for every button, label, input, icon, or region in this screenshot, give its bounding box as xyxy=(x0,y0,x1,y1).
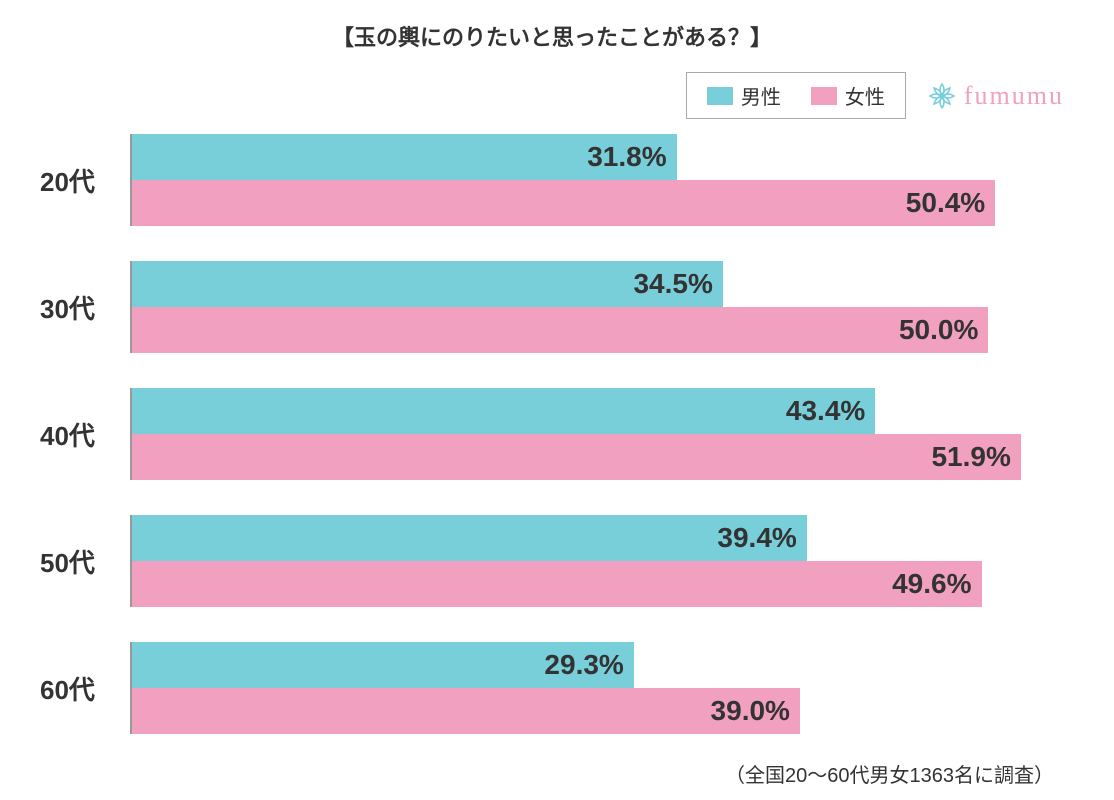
bar: 43.4% xyxy=(132,388,875,434)
legend-item-male: 男性 xyxy=(707,81,781,110)
bar-row: 31.8% xyxy=(132,134,1074,180)
bar-value-label: 39.0% xyxy=(711,695,790,727)
category-label: 50代 xyxy=(40,543,130,580)
legend-label-male: 男性 xyxy=(741,81,781,110)
bar-row: 43.4% xyxy=(132,388,1074,434)
bar-pair: 29.3% 39.0% xyxy=(130,642,1074,734)
bar: 50.0% xyxy=(132,307,988,353)
bar: 39.0% xyxy=(132,688,800,734)
header-row: 男性 女性 fumumu xyxy=(30,72,1074,119)
brand: fumumu xyxy=(926,80,1064,112)
bar-row: 29.3% xyxy=(132,642,1074,688)
bar: 49.6% xyxy=(132,561,982,607)
category-label: 20代 xyxy=(40,162,130,199)
legend-swatch-male xyxy=(707,87,733,105)
bar-row: 51.9% xyxy=(132,434,1074,480)
bar-chart: 20代 31.8% 50.4% 30代 34.5% 50.0% 40代 43.4% 51.9% 5… xyxy=(40,134,1074,734)
bar-value-label: 39.4% xyxy=(717,522,796,554)
bar-group: 30代 34.5% 50.0% xyxy=(40,261,1074,353)
bar-group: 60代 29.3% 39.0% xyxy=(40,642,1074,734)
bar-row: 50.4% xyxy=(132,180,1074,226)
bar-value-label: 50.4% xyxy=(906,187,985,219)
bar-value-label: 43.4% xyxy=(786,395,865,427)
bar-value-label: 31.8% xyxy=(587,141,666,173)
legend-label-female: 女性 xyxy=(845,81,885,110)
bar-group: 20代 31.8% 50.4% xyxy=(40,134,1074,226)
bar: 39.4% xyxy=(132,515,807,561)
bar: 34.5% xyxy=(132,261,723,307)
bar-value-label: 29.3% xyxy=(544,649,623,681)
bar: 51.9% xyxy=(132,434,1021,480)
legend-item-female: 女性 xyxy=(811,81,885,110)
bar: 31.8% xyxy=(132,134,677,180)
bar-row: 39.0% xyxy=(132,688,1074,734)
bar-group: 40代 43.4% 51.9% xyxy=(40,388,1074,480)
bar-pair: 39.4% 49.6% xyxy=(130,515,1074,607)
bar-row: 49.6% xyxy=(132,561,1074,607)
bar: 50.4% xyxy=(132,180,995,226)
bar-pair: 43.4% 51.9% xyxy=(130,388,1074,480)
bar-pair: 34.5% 50.0% xyxy=(130,261,1074,353)
brand-flower-icon xyxy=(926,80,958,112)
bar: 29.3% xyxy=(132,642,634,688)
bar-row: 34.5% xyxy=(132,261,1074,307)
bar-group: 50代 39.4% 49.6% xyxy=(40,515,1074,607)
bar-value-label: 49.6% xyxy=(892,568,971,600)
bar-value-label: 34.5% xyxy=(633,268,712,300)
bar-value-label: 50.0% xyxy=(899,314,978,346)
bar-row: 39.4% xyxy=(132,515,1074,561)
brand-name: fumumu xyxy=(964,81,1064,111)
category-label: 60代 xyxy=(40,670,130,707)
chart-title: 【玉の輿にのりたいと思ったことがある？】 xyxy=(30,20,1074,52)
bar-pair: 31.8% 50.4% xyxy=(130,134,1074,226)
category-label: 40代 xyxy=(40,416,130,453)
legend: 男性 女性 xyxy=(686,72,906,119)
legend-swatch-female xyxy=(811,87,837,105)
bar-value-label: 51.9% xyxy=(931,441,1010,473)
category-label: 30代 xyxy=(40,289,130,326)
chart-footnote: （全国20～60代男女1363名に調査） xyxy=(30,759,1074,788)
bar-row: 50.0% xyxy=(132,307,1074,353)
